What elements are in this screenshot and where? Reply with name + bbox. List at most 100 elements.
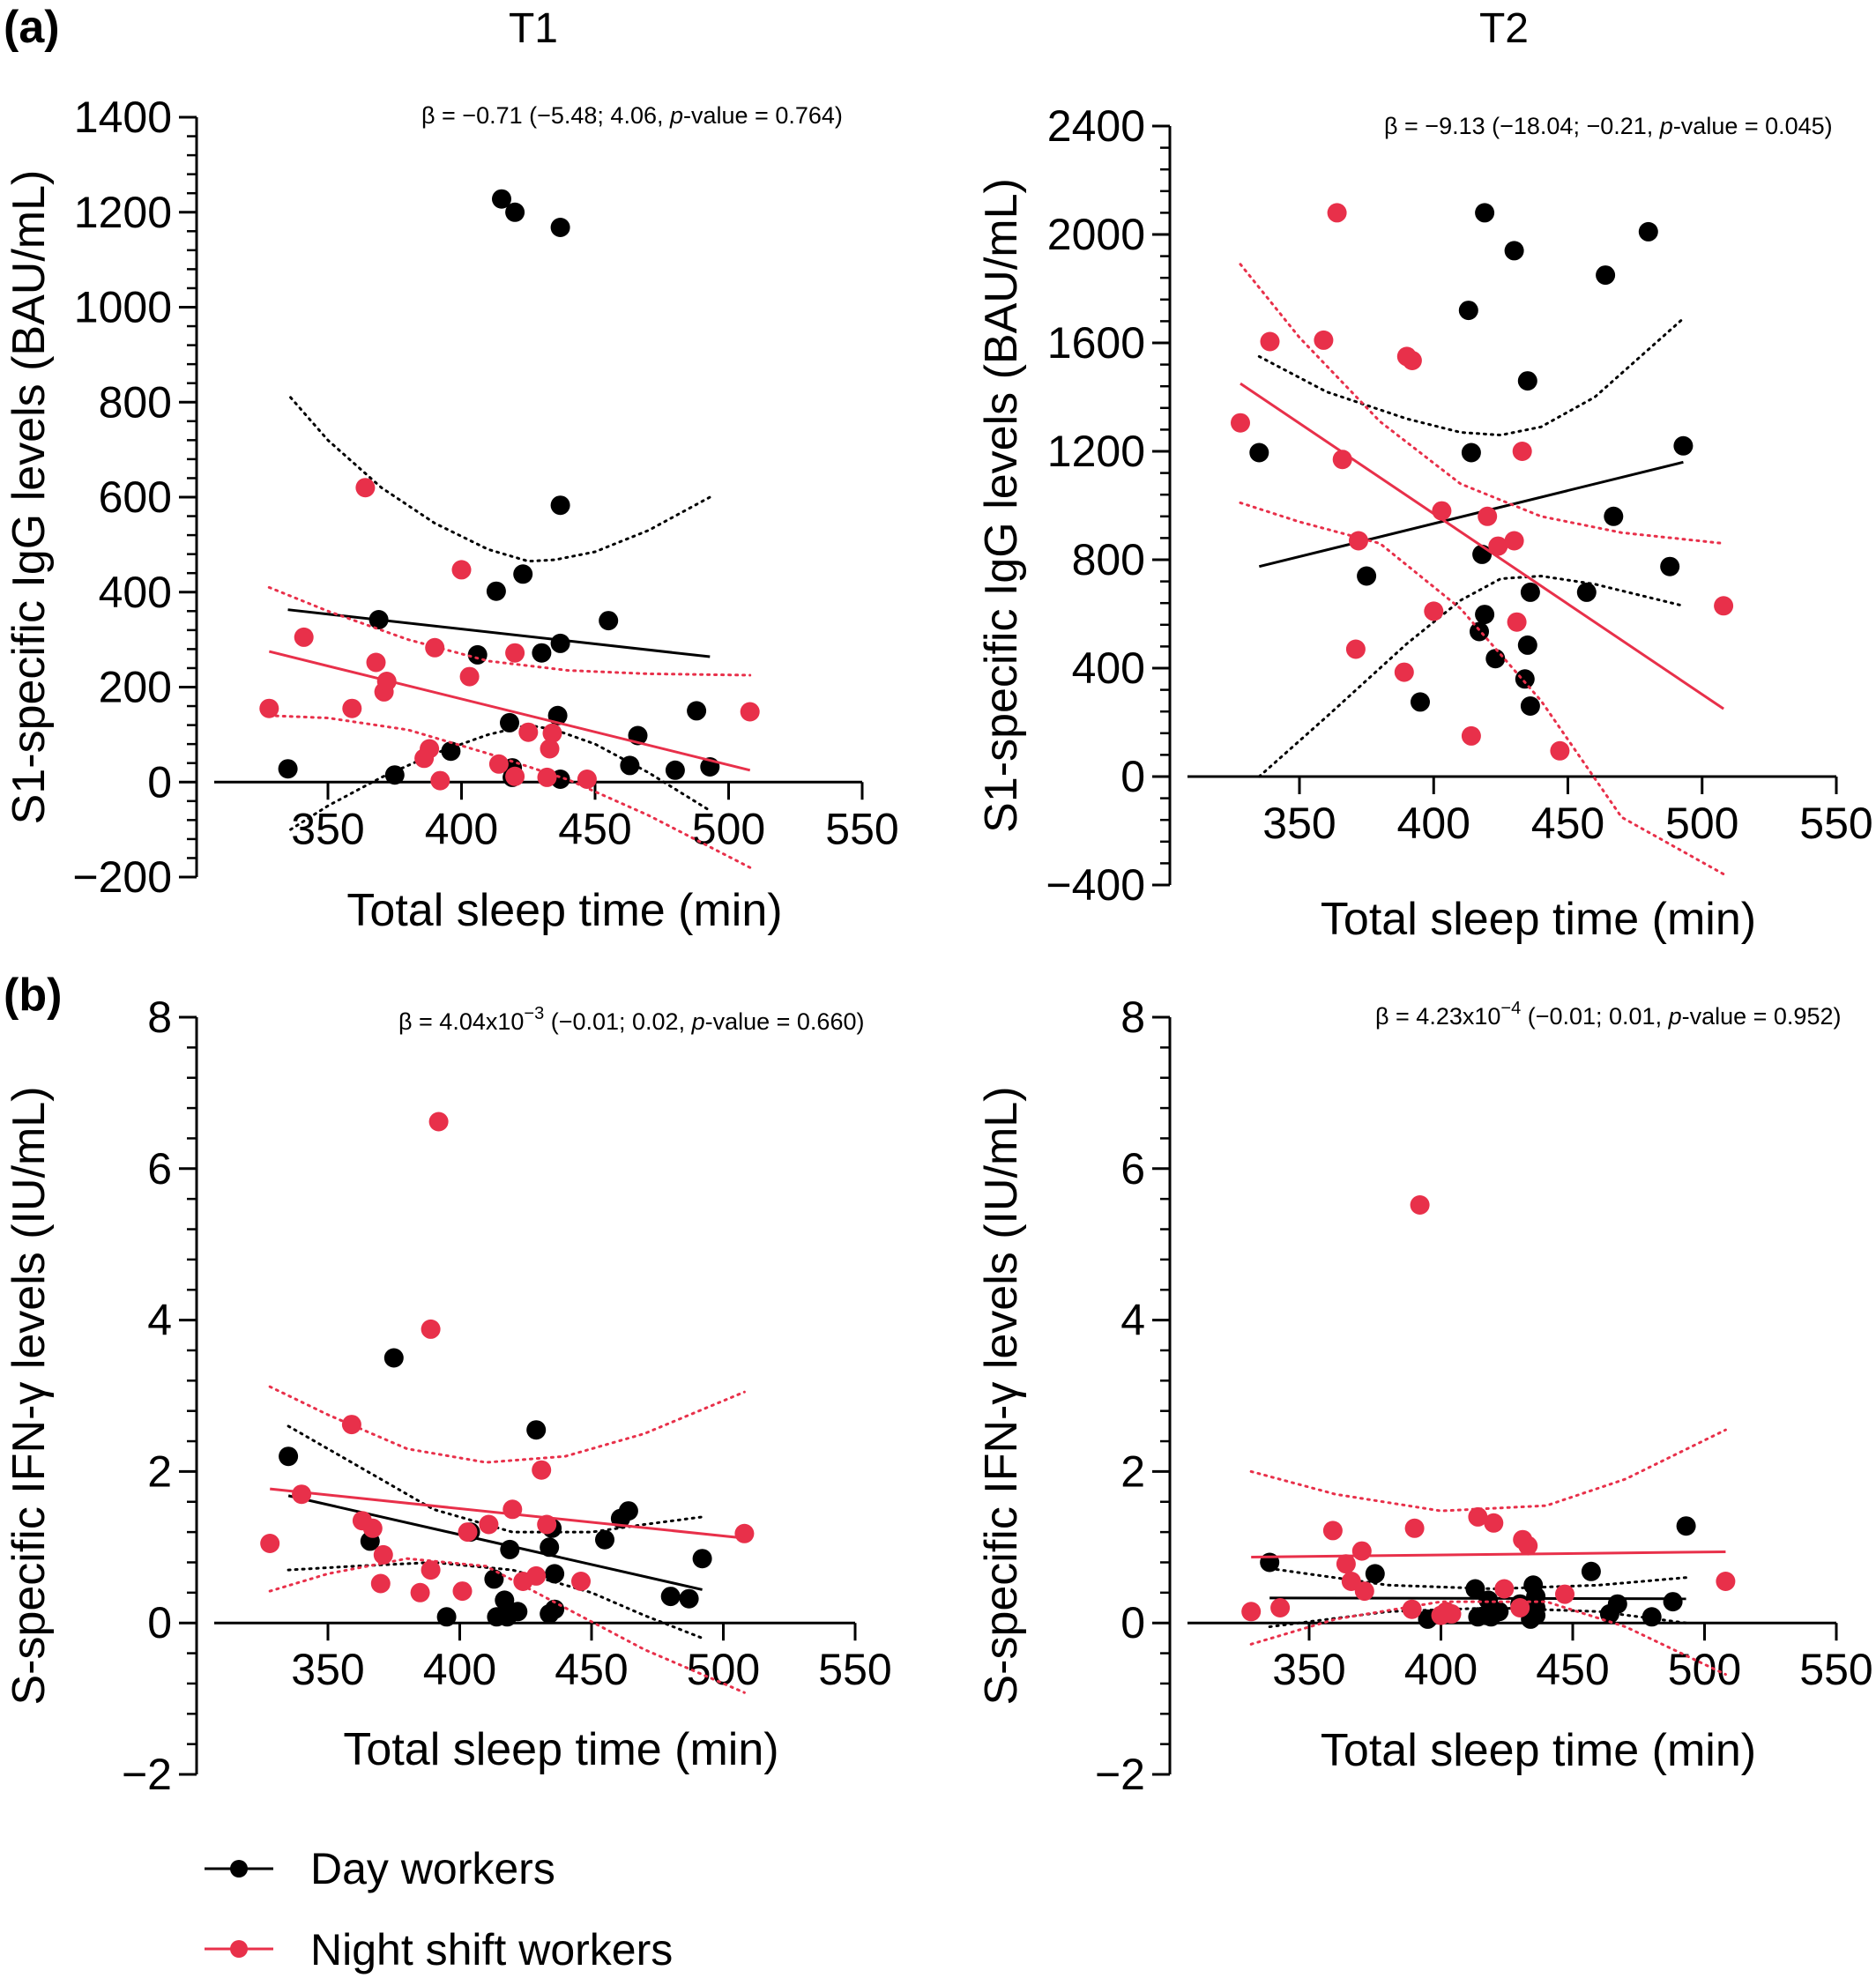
data-point-day-workers: [540, 1537, 560, 1558]
y-tick-label: −2: [122, 1750, 172, 1799]
data-point-night-shift-workers: [355, 478, 376, 498]
data-point-night-shift-workers: [488, 754, 509, 774]
data-point-day-workers: [1520, 582, 1540, 602]
data-point-night-shift-workers: [1341, 1572, 1361, 1591]
data-point-day-workers: [513, 564, 533, 584]
data-point-night-shift-workers: [1231, 413, 1250, 433]
legend: Day workers Night shift workers: [205, 1844, 673, 1974]
data-point-night-shift-workers: [505, 766, 525, 786]
y-tick-label: 1200: [74, 188, 172, 237]
legend-label-night-shift-workers: Night shift workers: [310, 1925, 673, 1974]
series-day-workers: [279, 1348, 712, 1640]
plot-b-t2: −2 0 2 4 6 8 350 400 450 500 550 Total sleep time (…: [976, 993, 1873, 1799]
data-point-night-shift-workers: [1484, 1513, 1504, 1533]
data-point-night-shift-workers: [1504, 531, 1524, 551]
series-night-shift-workers: [1231, 203, 1734, 876]
y-tick-label: 1200: [1047, 427, 1145, 476]
annotation-text: β = 4.23x10: [1375, 1003, 1500, 1030]
data-point-day-workers: [1581, 1561, 1601, 1581]
data-point-day-workers: [1604, 506, 1624, 526]
data-point-day-workers: [1515, 669, 1535, 689]
data-point-night-shift-workers: [577, 770, 597, 789]
ci-upper-night-shift-workers: [267, 585, 752, 677]
annotation-italic: p: [1659, 113, 1673, 139]
data-point-night-shift-workers: [1714, 596, 1734, 616]
data-point-night-shift-workers: [1507, 612, 1527, 632]
plot-a-t2: −400 0 400 800 1200 1600 2000 2400 350 400 450 500 5…: [976, 101, 1873, 945]
data-point-night-shift-workers: [526, 1565, 547, 1586]
data-point-night-shift-workers: [1402, 351, 1422, 370]
data-point-night-shift-workers: [505, 643, 525, 663]
data-point-night-shift-workers: [410, 1582, 430, 1602]
data-point-day-workers: [486, 581, 506, 601]
ci-upper-night-shift-workers: [1239, 263, 1725, 545]
data-point-night-shift-workers: [1410, 1195, 1430, 1215]
annotation-italic: p: [669, 102, 683, 129]
data-point-night-shift-workers: [1332, 450, 1352, 470]
x-axis-label: Total sleep time (min): [1321, 1725, 1756, 1776]
x-tick-label: 550: [825, 804, 898, 853]
data-point-night-shift-workers: [1716, 1572, 1736, 1591]
y-axis-label: S1-specific IgG levels (BAU/mL): [4, 170, 55, 825]
data-point-night-shift-workers: [542, 723, 562, 743]
data-point-night-shift-workers: [1468, 1506, 1488, 1527]
data-point-night-shift-workers: [1394, 662, 1414, 682]
data-point-night-shift-workers: [428, 1112, 449, 1132]
data-point-night-shift-workers: [421, 1319, 441, 1339]
annotation-text: -value = 0.045): [1673, 113, 1833, 139]
data-point-night-shift-workers: [420, 739, 440, 759]
x-axis-label: Total sleep time (min): [1321, 894, 1756, 945]
y-tick-label: 8: [147, 993, 172, 1042]
data-point-night-shift-workers: [1404, 1518, 1425, 1538]
y-tick-label: 2000: [1047, 210, 1145, 259]
regression-annotation: β = −0.71 (−5.48; 4.06, p-value = 0.764): [421, 102, 843, 129]
data-point-day-workers: [599, 611, 619, 631]
data-point-night-shift-workers: [1351, 1541, 1372, 1561]
data-point-day-workers: [492, 189, 511, 209]
data-point-night-shift-workers: [459, 666, 480, 687]
series-day-workers: [278, 189, 720, 831]
series-night-shift-workers: [260, 1112, 755, 1694]
column-title-t1: T1: [509, 5, 558, 52]
data-point-day-workers: [1411, 692, 1430, 712]
series-day-workers: [1249, 203, 1694, 778]
y-tick-label: −2: [1095, 1750, 1145, 1799]
data-point-night-shift-workers: [1478, 506, 1498, 526]
y-tick-label: 6: [147, 1144, 172, 1193]
data-point-day-workers: [278, 759, 298, 779]
data-point-day-workers: [1676, 1516, 1696, 1536]
y-axis-label: S1-specific IgG levels (BAU/mL): [976, 178, 1027, 833]
x-tick-label: 350: [291, 1645, 364, 1694]
x-tick-label: 450: [1536, 1645, 1609, 1694]
data-point-night-shift-workers: [1432, 501, 1452, 521]
data-point-day-workers: [368, 610, 389, 629]
y-tick-label: 400: [99, 568, 172, 617]
y-tick-label: 800: [1072, 535, 1145, 584]
ci-upper-day-workers: [287, 1424, 704, 1534]
ci-lower-night-shift-workers: [1239, 501, 1725, 876]
y-tick-label: 6: [1120, 1144, 1145, 1193]
data-point-night-shift-workers: [1518, 1536, 1538, 1556]
column-title-t2: T2: [1479, 5, 1529, 52]
annotation-text: β = −0.71 (−5.48; 4.06,: [421, 102, 670, 129]
legend-label-day-workers: Day workers: [310, 1844, 555, 1893]
data-point-night-shift-workers: [740, 702, 760, 722]
data-point-night-shift-workers: [1345, 639, 1366, 659]
data-point-day-workers: [1475, 203, 1495, 223]
data-point-day-workers: [1526, 1605, 1546, 1625]
y-tick-label: 8: [1120, 993, 1145, 1042]
y-tick-label: 400: [1072, 643, 1145, 693]
data-point-night-shift-workers: [1510, 1598, 1530, 1617]
y-tick-label: 1000: [74, 283, 172, 332]
x-tick-label: 400: [1397, 799, 1470, 848]
fit-line-night-shift-workers: [1240, 382, 1724, 710]
data-point-night-shift-workers: [537, 1514, 557, 1535]
data-point-night-shift-workers: [532, 1460, 552, 1480]
data-point-day-workers: [1249, 442, 1269, 463]
data-point-night-shift-workers: [341, 1415, 361, 1435]
series-night-shift-workers: [259, 478, 760, 869]
data-point-day-workers: [1357, 566, 1377, 586]
legend-marker-day-workers: [230, 1860, 248, 1878]
y-tick-label: 2: [1120, 1446, 1145, 1496]
